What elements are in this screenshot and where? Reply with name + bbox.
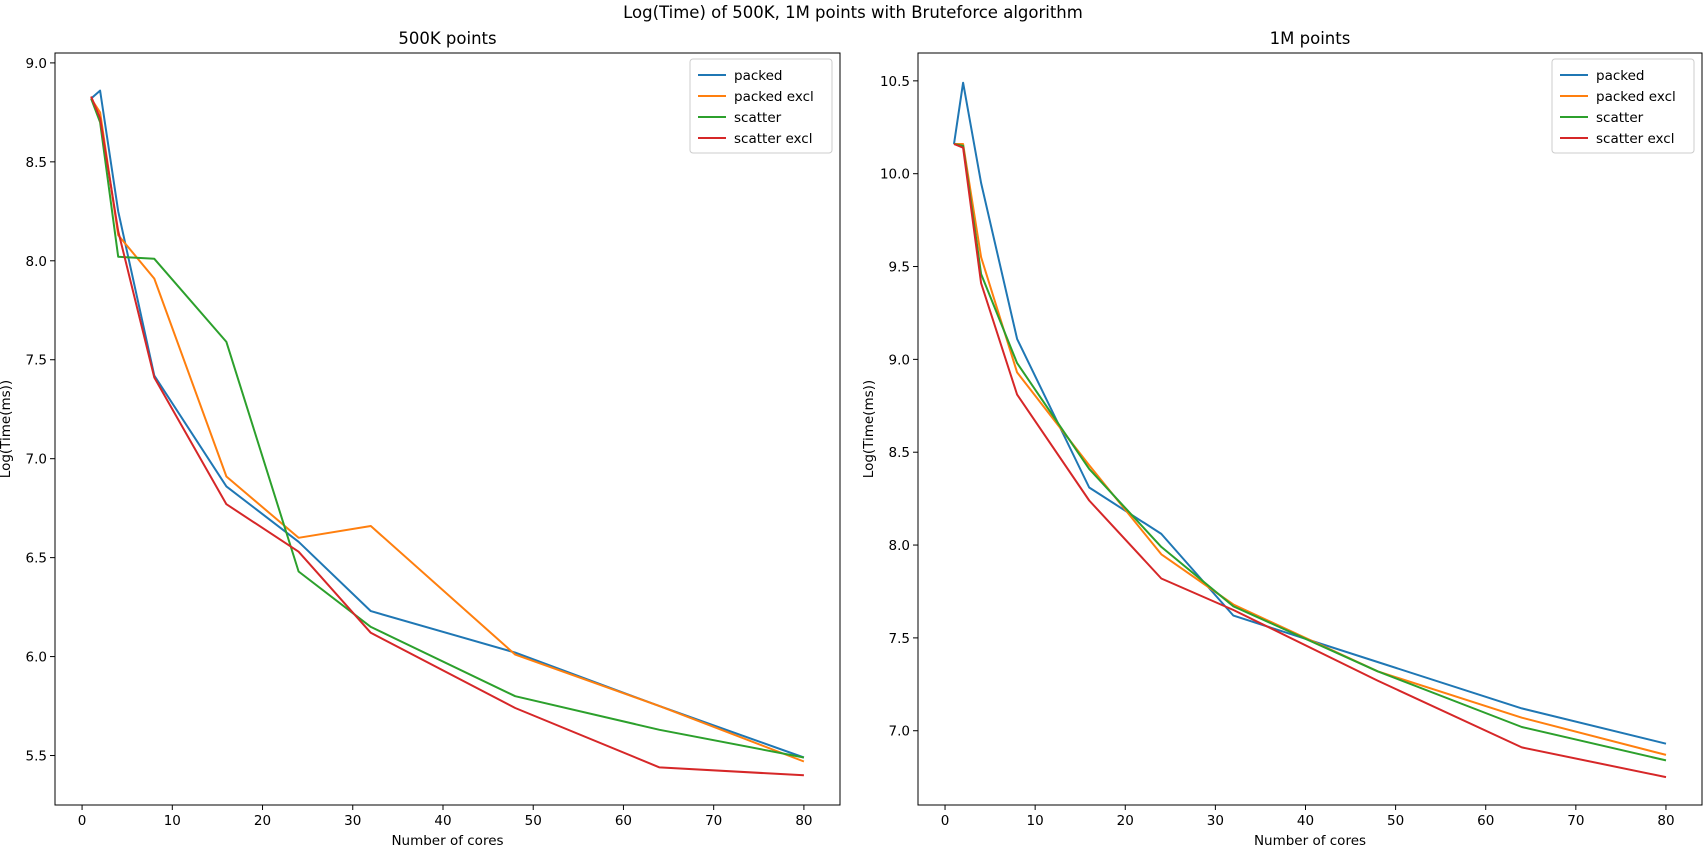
legend-entry: scatter excl xyxy=(1596,131,1674,147)
x-axis-label: Number of cores xyxy=(391,833,503,849)
y-tick-label: 8.0 xyxy=(889,538,910,554)
legend-box xyxy=(1551,58,1695,154)
x-tick-label: 70 xyxy=(1567,813,1584,829)
y-tick-label: 8.0 xyxy=(26,254,47,270)
x-tick-label: 70 xyxy=(705,813,722,829)
x-tick-label: 0 xyxy=(78,813,87,829)
series-line-packed xyxy=(90,89,805,759)
legend-entry: scatter xyxy=(1596,110,1644,126)
x-tick-label: 40 xyxy=(1297,813,1314,829)
x-tick-label: 50 xyxy=(525,813,542,829)
y-tick-label: 6.5 xyxy=(26,551,47,567)
x-tick-label: 10 xyxy=(1027,813,1044,829)
legend-entry: packed xyxy=(1596,68,1644,84)
x-tick-label: 30 xyxy=(344,813,361,829)
series-line-scatter-excl xyxy=(953,143,1667,779)
subplot-title: 1M points xyxy=(1270,29,1351,48)
x-tick-label: 10 xyxy=(164,813,181,829)
x-tick-label: 0 xyxy=(941,813,950,829)
x-tick-label: 80 xyxy=(795,813,812,829)
plot-frame xyxy=(917,52,1703,806)
x-tick-label: 60 xyxy=(1477,813,1494,829)
legend: packed packed excl scatter scatter excl xyxy=(689,58,833,154)
series-line-scatter xyxy=(90,98,805,759)
figure-title: Log(Time) of 500K, 1M points with Brutef… xyxy=(623,3,1083,22)
y-tick-label: 9.5 xyxy=(889,260,910,276)
x-tick-label: 80 xyxy=(1657,813,1674,829)
legend-box xyxy=(689,58,833,154)
subplot-500k: 500K points 0 10 20 30 40 50 60 70 80 5.5 6.0 6.5 7.0… xyxy=(0,29,841,849)
y-tick-label: 7.5 xyxy=(26,353,47,369)
y-tick-label: 7.0 xyxy=(889,724,910,740)
plot-frame xyxy=(54,52,841,806)
series-line-scatter xyxy=(953,143,1667,762)
x-axis-label: Number of cores xyxy=(1254,833,1366,849)
y-tick-label: 7.5 xyxy=(889,631,910,647)
y-tick-label: 10.0 xyxy=(880,167,910,183)
x-tick-label: 50 xyxy=(1387,813,1404,829)
series-line-packed xyxy=(953,81,1667,745)
legend: packed packed excl scatter scatter excl xyxy=(1551,58,1695,154)
legend-entry: scatter excl xyxy=(734,131,812,147)
legend-entry: scatter xyxy=(734,110,782,126)
y-tick-label: 8.5 xyxy=(889,445,910,461)
y-tick-label: 9.0 xyxy=(889,352,910,368)
y-axis-label: Log(Time(ms)) xyxy=(861,380,877,478)
x-tick-label: 20 xyxy=(1117,813,1134,829)
x-tick-label: 60 xyxy=(615,813,632,829)
legend-entry: packed excl xyxy=(734,89,814,105)
y-axis-label: Log(Time(ms)) xyxy=(0,380,14,478)
y-tick-label: 10.5 xyxy=(880,74,910,90)
series-line-scatter-excl xyxy=(90,96,804,777)
x-tick-label: 40 xyxy=(434,813,451,829)
series-line-packed-excl xyxy=(90,97,805,763)
y-tick-label: 6.0 xyxy=(26,650,47,666)
y-tick-label: 9.0 xyxy=(26,56,47,72)
y-tick-label: 7.0 xyxy=(26,452,47,468)
legend-entry: packed xyxy=(734,68,782,84)
series-line-packed-excl xyxy=(954,143,1667,756)
x-tick-label: 30 xyxy=(1207,813,1224,829)
subplot-title: 500K points xyxy=(398,29,496,48)
y-tick-label: 8.5 xyxy=(26,155,47,171)
x-tick-label: 20 xyxy=(254,813,271,829)
y-tick-label: 5.5 xyxy=(26,749,47,765)
subplot-1m: 1M points 0 10 20 30 40 50 60 70 80 7.0 7.5 8.0 8.5 9.… xyxy=(861,29,1703,849)
legend-entry: packed excl xyxy=(1596,89,1676,105)
